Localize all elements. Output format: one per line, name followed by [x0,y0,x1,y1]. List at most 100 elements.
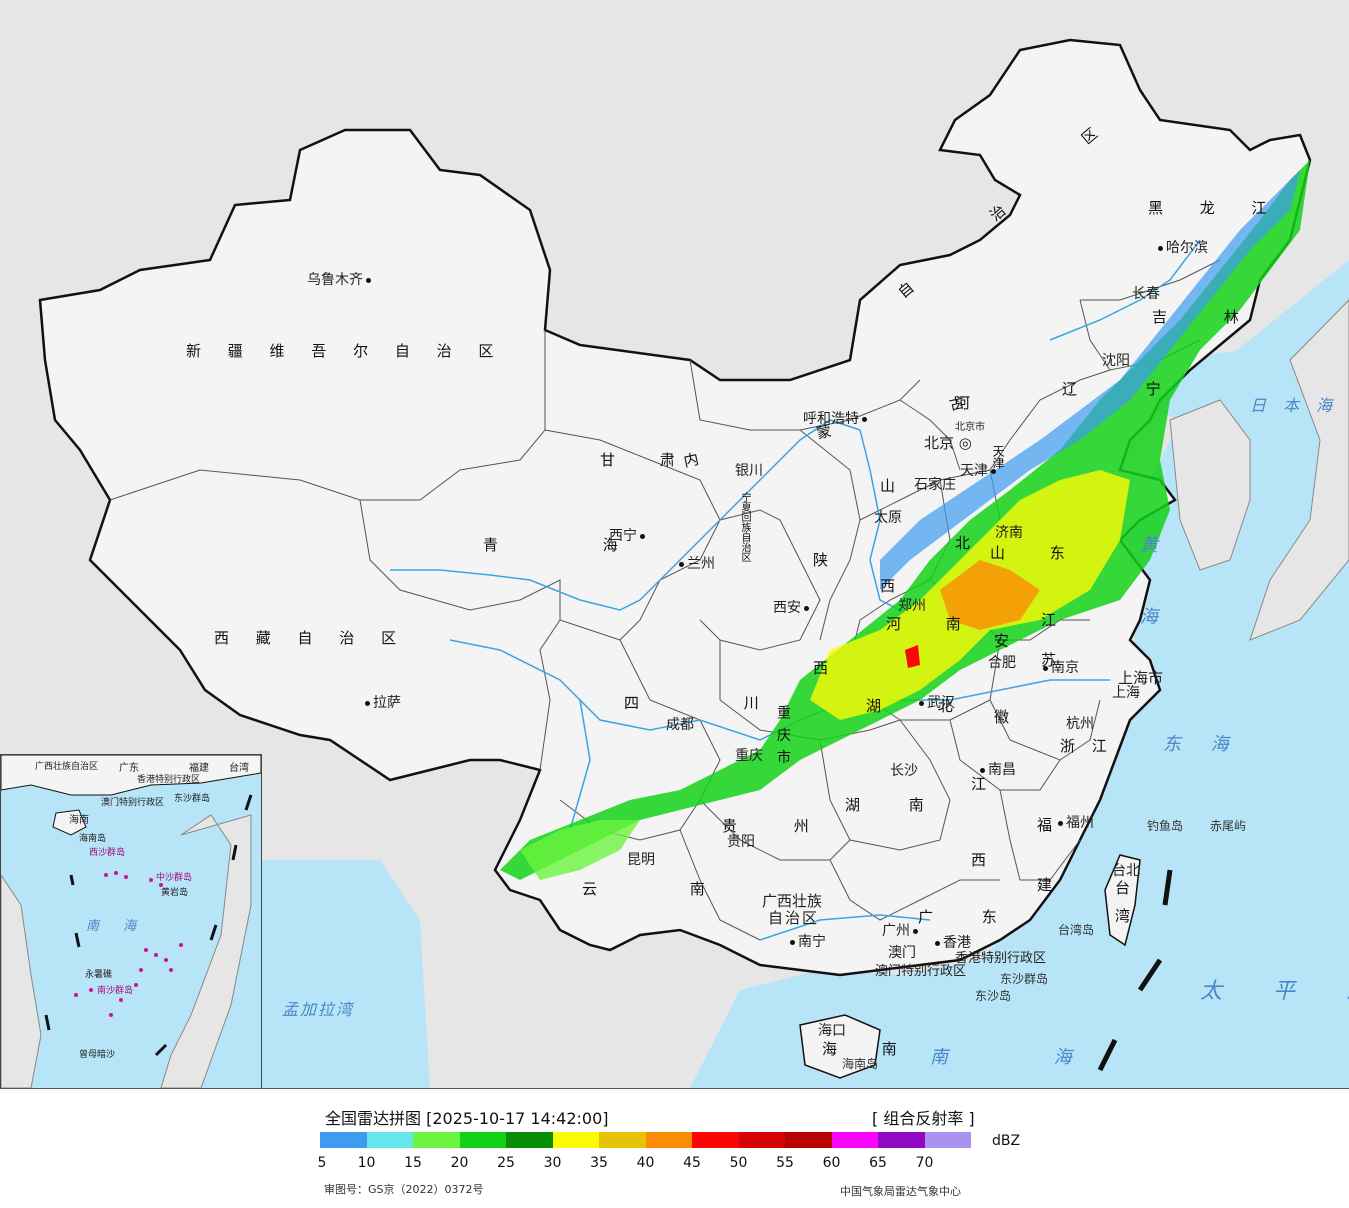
color-swatch-15 [413,1132,460,1148]
city-hangzhou: 杭州 [1066,716,1094,732]
label-jilin: 吉 林 [1152,308,1265,326]
island-diaoyu: 钓鱼岛 [1147,819,1184,833]
inset-label-guangdong: 广东 [119,763,139,774]
legend-product: [ 组合反射率 ] [872,1109,975,1128]
color-swatch-65 [878,1132,925,1148]
bengal-bay-area [240,860,430,1088]
echo-band-cyan [880,170,1300,590]
label-guangxi: 广西壮族 [762,892,823,910]
color-swatch-10 [366,1132,413,1148]
color-swatch-25 [506,1132,553,1148]
tick-label: 25 [497,1155,515,1171]
color-swatch-40 [645,1132,692,1148]
tick-label: 5 [317,1155,327,1171]
label-shandong: 山 东 [990,544,1085,562]
inset-label-guangxi: 广西壮族自治区 [35,762,99,772]
tick-label: 55 [776,1155,794,1171]
city-zhengzhou: 郑州 [898,598,926,614]
maritime-boundary-dashes [1097,869,1173,1072]
color-swatch-45 [692,1132,739,1148]
label-shanxi: 山 西 [878,478,896,633]
color-swatch-5 [320,1132,367,1148]
sea-south: 南 海 [930,1047,1122,1068]
tick-label: 30 [543,1155,562,1171]
city-fuzhou: 福州 [1055,812,1094,832]
city-hohhot: 呼和浩特 [803,408,870,428]
inset-label-hainan-dao: 海南岛 [79,834,107,844]
inset-label-fujian: 福建 [189,763,209,774]
label-hainan: 海 南 [822,1040,917,1058]
legend-unit: dBZ [992,1133,1021,1149]
label-jiangxi: 江 西 [969,776,987,895]
city-haikou: 海口 [818,1023,846,1039]
label-hunan: 湖 南 [845,796,946,814]
label-hubei: 湖 北 [866,697,979,715]
city-guangzhou: 广州 [882,920,921,940]
city-nanning: 南宁 [787,931,826,951]
city-jinan: 济南 [995,525,1023,541]
label-jiangsu: 江 苏 [1039,612,1057,677]
label-guizhou: 贵 州 [722,817,835,835]
echo-band-green [500,160,1310,880]
label-zhejiang: 浙 江 [1060,737,1113,755]
label-gansu: 甘 肃 [600,451,695,469]
korea-peninsula [1169,399,1251,571]
echo-core-red [905,645,920,668]
label-xizang: 西 藏 自 治 区 [214,629,408,647]
city-wuhan: 武汉 [916,692,955,712]
city-nanjing: 南京 [1040,657,1079,677]
inset-label-hk: 香港特别行政区 [137,775,201,785]
island-chiwei: 赤尾屿 [1210,819,1247,833]
city-lhasa: 拉萨 [362,692,401,712]
echo-core-orange [940,560,1040,630]
city-nanchang: 南昌 [977,759,1016,779]
tick-label: 10 [357,1155,376,1171]
map-canvas [38,38,1349,1088]
label-fujian: 福 建 [1035,817,1053,912]
color-swatch-20 [459,1132,506,1148]
city-yinchuan: 银川 [735,463,763,479]
city-urumqi: 乌鲁木齐 [307,269,374,289]
sea-pacific: 太 平 洋 [1200,979,1349,1004]
label-hk-sar: 香港特别行政区 [955,951,1047,966]
label-shaanxi: 陕 西 [811,552,829,719]
label-taiwan: 台 湾 [1113,880,1131,927]
city-beijing: 北京 ◎ [924,434,972,452]
inset-label-macau: 澳门特别行政区 [101,798,165,808]
label-ningxia: 宁夏回族自治区 [739,492,750,562]
color-swatch-50 [738,1132,785,1148]
city-tianjin: 天津 [960,460,999,480]
island-dongsha-qundao: 东沙群岛 [1000,972,1049,986]
city-changsha: 长沙 [890,763,918,779]
tick-label: 35 [590,1155,608,1171]
label-beijing-prov: 北京市 [955,422,985,433]
inset-label-zengmu: 曾母暗沙 [79,1050,116,1060]
city-xian: 西安 [773,597,812,617]
inset-label-hainan: 海南 [69,815,89,826]
city-lanzhou: 兰州 [676,553,715,573]
tick-label: 15 [404,1155,422,1171]
color-swatch-70 [924,1132,971,1148]
city-chongqing: 重庆 [735,748,763,764]
echo-south-green [520,820,640,880]
sea-bengal: 孟加拉湾 [282,1000,355,1019]
tick-label: 50 [729,1155,748,1171]
review-number: 审图号：GS京（2022）0372号 [324,1183,484,1196]
taiwan-island [1104,854,1141,947]
city-chengdu: 成都 [666,717,694,733]
legend-ticks: 5 10 15 20 25 30 35 40 45 50 55 60 65 70 [317,1155,980,1173]
city-hefei: 合肥 [988,655,1016,671]
tick-label: 20 [450,1155,469,1171]
city-shenyang: 沈阳 [1102,353,1130,369]
legend-panel: 全国雷达拼图 [2025-10-17 14:42:00] [ 组合反射率 ] d… [0,1089,1349,1208]
inset-sea-label: 南 海 [86,919,147,934]
city-shanghai: 上海 [1112,685,1140,701]
label-qinghai: 青 海 [483,536,668,554]
radar-map[interactable]: 新 疆 维 吾 尔 自 治 区 西 藏 自 治 区 青 海 甘 肃 内 蒙 古 … [0,0,1349,1089]
label-chongqing: 重 庆 市 [775,705,791,766]
city-macau: 澳门 [888,945,916,961]
label-guangxi-2: 自治区 [768,909,820,927]
sea-east: 东 海 [1163,734,1241,755]
label-heilongjiang: 黑 龙 江 [1148,199,1283,217]
inset-label-dongsha: 东沙群岛 [174,794,211,804]
